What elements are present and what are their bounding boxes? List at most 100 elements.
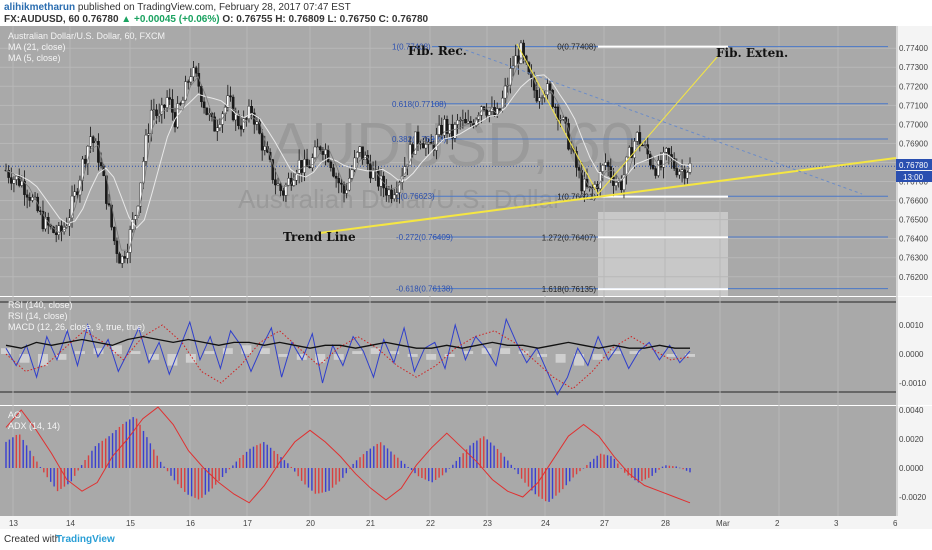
ao-histogram-bar <box>548 468 550 502</box>
ao-histogram-bar <box>672 466 674 468</box>
ao-histogram-bar <box>641 468 643 481</box>
countdown-value: 13:00 <box>903 173 924 182</box>
tradingview-logo[interactable]: TradingView <box>56 534 115 545</box>
ao-histogram-bar <box>531 468 533 491</box>
price-tick-label: 0.76700 <box>899 178 928 187</box>
candle-body <box>91 136 95 144</box>
candle-body <box>292 180 296 186</box>
candle-body <box>321 149 325 155</box>
macd-histogram-bar <box>352 351 363 354</box>
fib-retracement-label: 0.382(0.76923) <box>392 135 447 144</box>
ao-histogram-bar <box>108 436 110 468</box>
ao-histogram-bar <box>266 444 268 468</box>
candle-body <box>186 81 190 83</box>
published-text: published on TradingView.com, February 2… <box>77 2 351 13</box>
candle-body <box>458 119 462 122</box>
price-chart[interactable]: AUDUSD, 60 Australian Dollar/U.S. Dollar… <box>0 26 932 529</box>
ao-histogram-bar <box>582 468 585 469</box>
candle-body <box>239 125 243 130</box>
macd-histogram-bar <box>500 348 511 354</box>
ao-histogram-bar <box>269 447 272 468</box>
candle-body <box>271 159 275 180</box>
ao-histogram-bar <box>500 452 502 468</box>
candle-body <box>630 147 634 159</box>
annotation-fib-rec[interactable]: Fib. Rec. <box>408 44 467 58</box>
macd-histogram-bar <box>389 351 400 354</box>
ao-histogram-bar <box>410 468 413 471</box>
ao-histogram-bar <box>29 450 31 468</box>
ao-histogram-bar <box>43 468 45 473</box>
candle-body <box>316 146 319 148</box>
macd-histogram-bar <box>666 354 677 357</box>
macd-pane[interactable] <box>0 297 896 405</box>
candle-body <box>384 187 388 196</box>
annotation-trend-line[interactable]: Trend Line <box>283 230 356 244</box>
ao-histogram-bar <box>249 448 251 468</box>
ao-histogram-bar <box>421 468 423 479</box>
candle-body <box>664 148 668 153</box>
footer: Created with TradingView <box>0 529 932 550</box>
macd-histogram-bar <box>93 348 104 354</box>
price-pane[interactable] <box>0 26 896 296</box>
ao-histogram-bar <box>218 468 220 481</box>
author-link[interactable]: alihikmetharun <box>4 2 76 13</box>
candle-body <box>546 83 549 95</box>
ao-histogram-bar <box>538 468 540 497</box>
ao-histogram-bar <box>311 468 313 491</box>
candle-body <box>287 177 290 186</box>
ao-histogram-bar <box>431 468 433 483</box>
time-tick-label: 14 <box>66 519 75 528</box>
ao-histogram-bar <box>438 468 440 478</box>
candle-body <box>387 189 391 196</box>
ao-histogram-bar <box>180 468 182 489</box>
time-tick-label: 22 <box>426 519 435 528</box>
last-price-label: 0.76780 <box>82 14 119 25</box>
ao-histogram-bar <box>630 468 633 478</box>
ao-histogram-bar <box>623 468 626 473</box>
fib-extension-label: 1.272(0.76407) <box>542 233 597 242</box>
candle-body <box>564 117 568 124</box>
candle-body <box>651 164 655 169</box>
ao-histogram-bar <box>599 453 602 468</box>
legend-macd: MACD (12, 26, close, 9, true, true) <box>8 322 145 332</box>
candle-body <box>258 121 261 134</box>
ao-histogram-bar <box>314 468 317 494</box>
candle-body <box>318 146 322 151</box>
ao-histogram-bar <box>596 455 598 468</box>
ao-histogram-bar <box>63 468 66 487</box>
annotation-fib-exten[interactable]: Fib. Exten. <box>716 46 788 60</box>
ao-histogram-bar <box>520 468 523 479</box>
ao-histogram-bar <box>80 465 83 468</box>
candle-body <box>97 141 100 163</box>
candle-body <box>297 160 301 174</box>
candle-body <box>503 85 507 99</box>
ao-histogram-bar <box>187 468 189 495</box>
candle-body <box>612 176 615 186</box>
ao-pane[interactable] <box>0 406 896 516</box>
ao-histogram-bar <box>135 418 138 468</box>
candle-body <box>123 256 127 259</box>
candle-body <box>437 125 441 135</box>
ao-histogram-bar <box>678 467 681 469</box>
fib-retracement-label: -0.272(0.76409) <box>396 233 453 242</box>
candle-body <box>247 106 251 119</box>
candle-body <box>215 127 219 132</box>
macd-histogram-bar <box>167 354 178 366</box>
ao-histogram-bar <box>297 468 299 477</box>
ao-histogram-bar <box>527 468 530 487</box>
created-with-text: Created with <box>4 534 61 545</box>
candle-body <box>445 119 449 134</box>
ao-histogram-bar <box>125 421 128 468</box>
ao-histogram-bar <box>593 458 595 468</box>
ao-histogram-bar <box>67 468 69 485</box>
candle-body <box>440 125 444 136</box>
candle-body <box>260 133 264 151</box>
macd-histogram-bar <box>518 351 529 354</box>
ao-histogram-bar <box>232 465 234 468</box>
candle-body <box>326 149 330 162</box>
ao-histogram-bar <box>383 445 385 468</box>
macd-histogram-bar <box>370 348 381 354</box>
candle-body <box>313 146 317 158</box>
ao-histogram-bar <box>263 442 265 468</box>
candle-body <box>675 168 679 176</box>
